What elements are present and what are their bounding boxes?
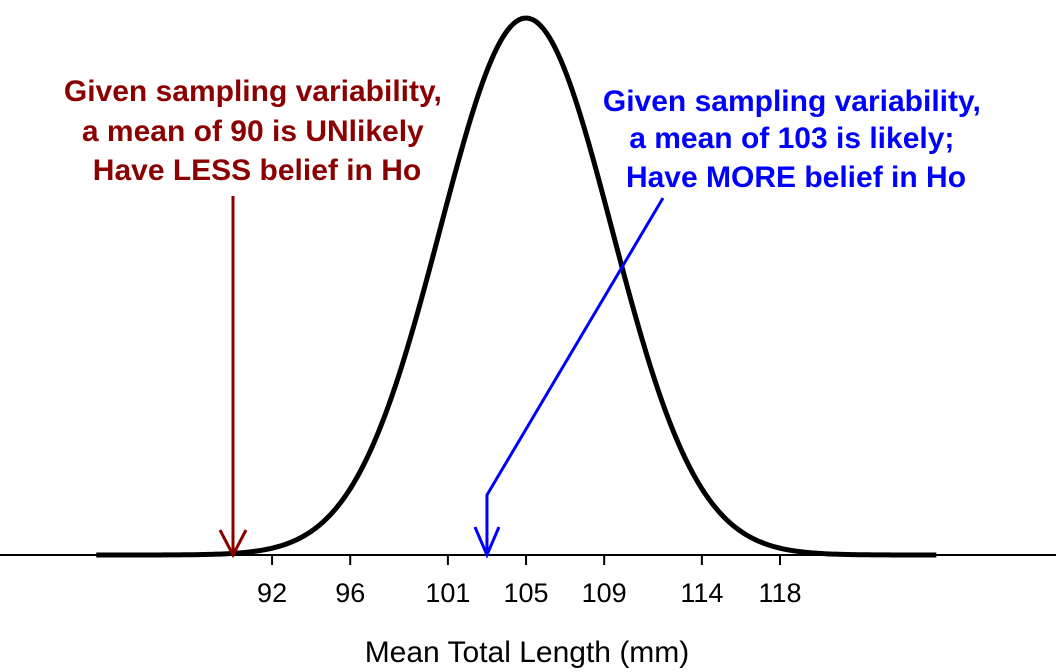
x-tick-label: 118 [758, 578, 801, 608]
annotation-unlikely-line-1: Given sampling variability, [64, 75, 442, 108]
annotation-unlikely-line-2: a mean of 90 is UNlikely [82, 115, 424, 148]
annotation-likely-arrow [473, 197, 665, 559]
annotation-unlikely-arrow [218, 196, 248, 559]
annotation-unlikely-text: Given sampling variability, a mean of 90… [64, 75, 450, 187]
density-curve [96, 15, 937, 558]
annotation-likely-text: Given sampling variability, a mean of 10… [603, 85, 989, 194]
annotation-likely-line-3: Have MORE belief in Ho [626, 161, 966, 194]
x-tick-label: 92 [257, 578, 287, 608]
x-tick-label: 101 [425, 578, 470, 608]
x-axis-label: Mean Total Length (mm) [365, 636, 690, 669]
annotation-unlikely: Given sampling variability, a mean of 90… [64, 75, 450, 559]
x-ticks: 92 96 101 105 109 114 118 [257, 555, 802, 608]
x-tick-label: 109 [582, 578, 627, 608]
annotation-likely-line-1: Given sampling variability, [603, 85, 981, 118]
annotation-likely: Given sampling variability, a mean of 10… [473, 85, 989, 559]
x-tick-label: 114 [680, 578, 723, 608]
annotation-unlikely-line-3: Have LESS belief in Ho [93, 154, 421, 187]
x-tick-label: 105 [504, 578, 549, 608]
x-tick-label: 96 [335, 578, 365, 608]
annotation-likely-line-2: a mean of 103 is likely; [629, 122, 954, 155]
